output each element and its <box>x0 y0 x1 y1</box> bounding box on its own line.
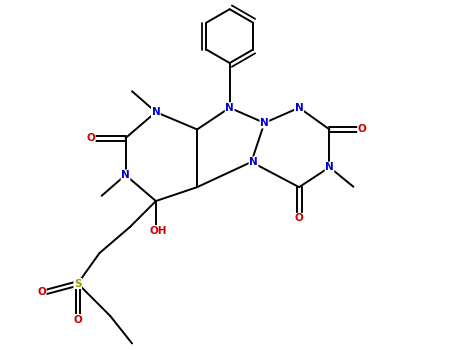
Text: N: N <box>260 118 269 128</box>
Text: O: O <box>86 133 95 143</box>
Text: O: O <box>358 125 366 134</box>
Text: N: N <box>295 103 303 113</box>
Text: N: N <box>325 162 334 172</box>
Text: N: N <box>121 170 130 180</box>
Text: O: O <box>73 315 82 324</box>
Text: N: N <box>249 157 258 167</box>
Text: S: S <box>74 279 81 288</box>
Text: N: N <box>225 103 234 113</box>
Text: OH: OH <box>149 225 167 236</box>
Text: O: O <box>37 287 46 297</box>
Text: N: N <box>152 107 160 117</box>
Text: O: O <box>295 214 303 223</box>
